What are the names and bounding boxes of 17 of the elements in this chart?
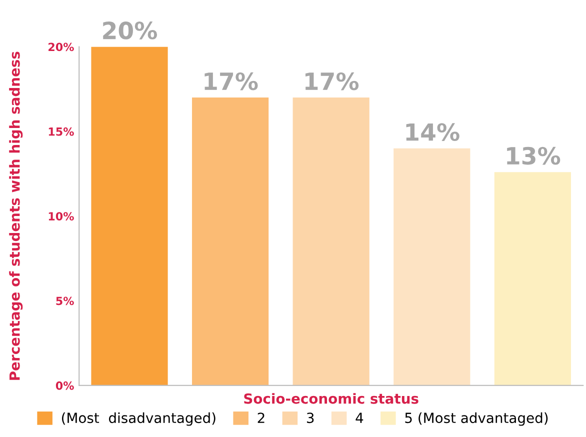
data-label: 14% <box>406 123 460 142</box>
data-label: 13% <box>507 146 560 165</box>
y-tick-label: 10% <box>48 212 74 220</box>
legend-label: 2 <box>258 412 264 423</box>
y-tick-label: 15% <box>48 127 74 136</box>
y-tick-label: 0% <box>56 381 74 390</box>
data-label: 17% <box>305 72 359 90</box>
legend-label: 3 <box>306 412 314 424</box>
x-axis-title: Socio-economic status <box>244 393 418 404</box>
data-label: 17% <box>204 72 258 90</box>
legend-label: (Most disadvantaged) <box>62 412 216 426</box>
y-axis-title: Percentage of students with high sadness <box>9 52 23 380</box>
y-tick-label: 20% <box>48 42 74 52</box>
y-tick-label: 5% <box>56 296 74 306</box>
legend-label: 4 <box>356 412 364 423</box>
legend-label: 5 (Most advantaged) <box>405 412 548 426</box>
data-label: 20% <box>103 22 158 40</box>
